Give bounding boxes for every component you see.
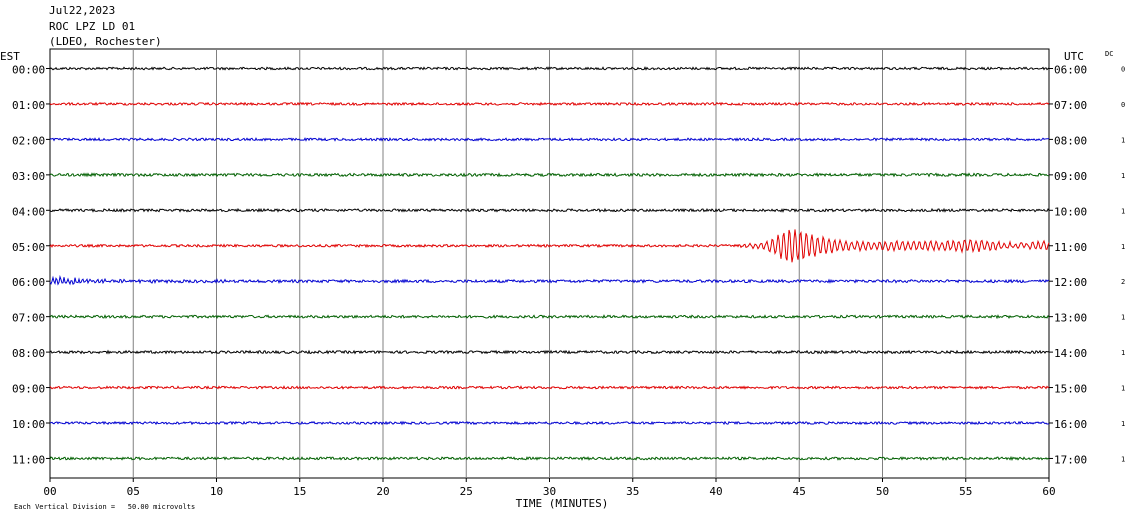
x-tick-label: 00: [43, 485, 56, 498]
trace-line: [49, 455, 1050, 462]
x-tick-label: 50: [876, 485, 889, 498]
dc-value: 1: [1121, 349, 1125, 357]
dc-value: 1: [1121, 455, 1125, 463]
est-hour-label: 07:00: [12, 312, 45, 325]
utc-axis-title: UTC: [1064, 50, 1084, 63]
x-tick-label: 10: [210, 485, 223, 498]
dc-value: 1: [1121, 136, 1125, 144]
utc-hour-label: 08:00: [1054, 134, 1087, 147]
header-date: Jul22,2023: [49, 4, 116, 17]
est-hour-label: 08:00: [12, 347, 45, 360]
trace-line: [49, 420, 1050, 426]
trace-line: [49, 207, 1050, 213]
trace-line: [49, 349, 1050, 355]
est-hour-label: 06:00: [12, 276, 45, 289]
trace-line: [49, 172, 1050, 178]
utc-hour-label: 10:00: [1054, 205, 1087, 218]
dc-value: 1: [1121, 207, 1125, 215]
utc-hour-label: 12:00: [1054, 276, 1087, 289]
est-hour-label: 09:00: [12, 383, 45, 396]
utc-hour-label: 06:00: [1054, 64, 1087, 77]
dc-value: 0: [1121, 101, 1125, 109]
utc-hour-label: 07:00: [1054, 99, 1087, 112]
dc-value: 1: [1121, 314, 1125, 322]
est-hour-label: 00:00: [12, 64, 45, 77]
x-tick-label: 35: [626, 485, 639, 498]
est-hour-label: 04:00: [12, 205, 45, 218]
dc-title: DC: [1105, 50, 1113, 58]
x-tick-label: 30: [543, 485, 556, 498]
utc-hour-label: 17:00: [1054, 453, 1087, 466]
x-tick-label: 25: [460, 485, 473, 498]
utc-hour-label: 16:00: [1054, 418, 1087, 431]
utc-hour-label: 11:00: [1054, 241, 1087, 254]
est-hour-label: 05:00: [12, 241, 45, 254]
x-tick-label: 60: [1042, 485, 1055, 498]
header-network: (LDEO, Rochester): [49, 35, 162, 48]
utc-hour-label: 15:00: [1054, 383, 1087, 396]
dc-value: 1: [1121, 385, 1125, 393]
dc-value: 1: [1121, 243, 1125, 251]
utc-hour-label: 13:00: [1054, 312, 1087, 325]
trace-line: [49, 101, 1050, 107]
x-tick-label: 45: [793, 485, 806, 498]
dc-value: 1: [1121, 420, 1125, 428]
x-tick-label: 55: [959, 485, 972, 498]
x-tick-label: 40: [709, 485, 722, 498]
est-hour-label: 01:00: [12, 99, 45, 112]
dc-value: 2: [1121, 278, 1125, 286]
dc-value: 1: [1121, 172, 1125, 180]
est-hour-label: 10:00: [12, 418, 45, 431]
trace-line: [49, 385, 1050, 390]
trace-line: [49, 137, 1050, 142]
utc-hour-label: 14:00: [1054, 347, 1087, 360]
trace-line: [49, 274, 1050, 286]
est-hour-label: 11:00: [12, 453, 45, 466]
x-axis-label: TIME (MINUTES): [516, 497, 609, 510]
scale-note: Each Vertical Division = 50.00 microvolt…: [14, 503, 195, 511]
dc-value: 0: [1121, 66, 1125, 74]
utc-hour-label: 09:00: [1054, 170, 1087, 183]
header-station: ROC LPZ LD 01: [49, 20, 136, 33]
x-tick-label: 05: [127, 485, 140, 498]
est-hour-label: 02:00: [12, 134, 45, 147]
x-tick-label: 20: [376, 485, 389, 498]
est-axis-title: EST: [0, 50, 20, 63]
trace-line: [49, 229, 1050, 263]
trace-line: [49, 66, 1050, 71]
trace-line: [49, 314, 1050, 320]
est-hour-label: 03:00: [12, 170, 45, 183]
x-tick-label: 15: [293, 485, 306, 498]
